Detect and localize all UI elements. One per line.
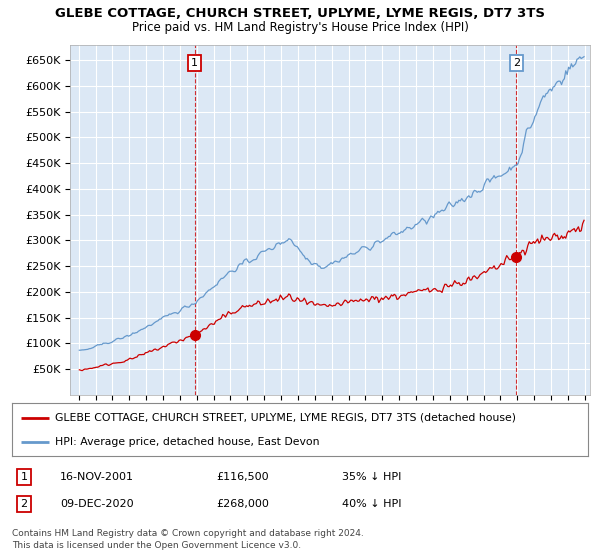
Text: £116,500: £116,500: [216, 472, 269, 482]
Text: £268,000: £268,000: [216, 499, 269, 509]
Text: 1: 1: [20, 472, 28, 482]
Text: 2: 2: [20, 499, 28, 509]
Text: 2: 2: [512, 58, 520, 68]
Text: 35% ↓ HPI: 35% ↓ HPI: [342, 472, 401, 482]
Text: Price paid vs. HM Land Registry's House Price Index (HPI): Price paid vs. HM Land Registry's House …: [131, 21, 469, 34]
Text: 09-DEC-2020: 09-DEC-2020: [60, 499, 134, 509]
Text: 40% ↓ HPI: 40% ↓ HPI: [342, 499, 401, 509]
Text: HPI: Average price, detached house, East Devon: HPI: Average price, detached house, East…: [55, 437, 320, 447]
Text: 1: 1: [191, 58, 198, 68]
Text: 16-NOV-2001: 16-NOV-2001: [60, 472, 134, 482]
Text: Contains HM Land Registry data © Crown copyright and database right 2024.
This d: Contains HM Land Registry data © Crown c…: [12, 529, 364, 550]
Text: GLEBE COTTAGE, CHURCH STREET, UPLYME, LYME REGIS, DT7 3TS: GLEBE COTTAGE, CHURCH STREET, UPLYME, LY…: [55, 7, 545, 20]
Text: GLEBE COTTAGE, CHURCH STREET, UPLYME, LYME REGIS, DT7 3TS (detached house): GLEBE COTTAGE, CHURCH STREET, UPLYME, LY…: [55, 413, 516, 423]
